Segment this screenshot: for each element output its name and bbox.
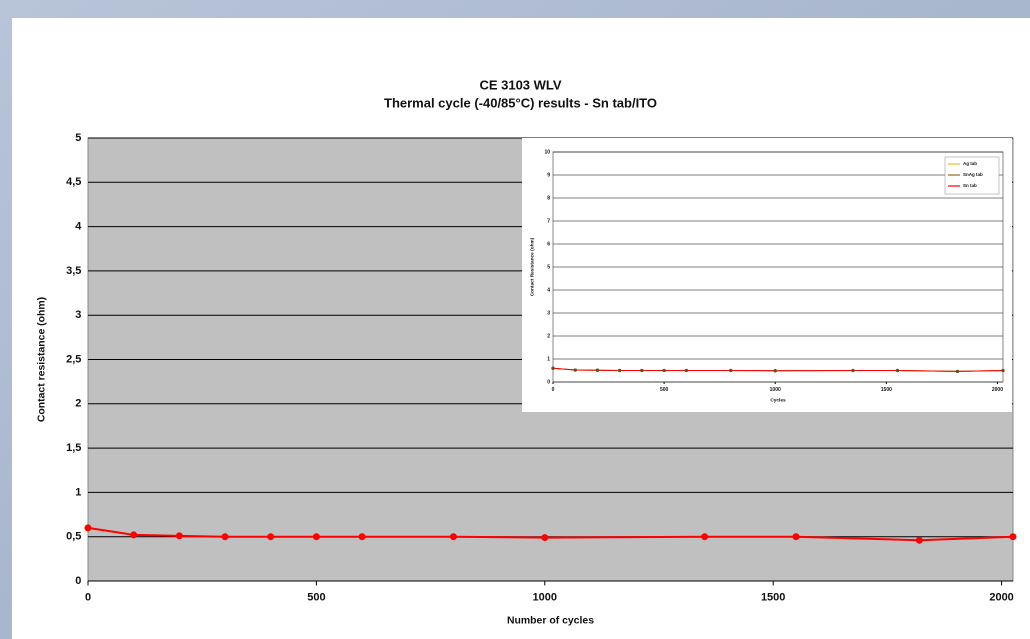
y-tick-label: 5: [75, 132, 81, 144]
data-point: [541, 534, 549, 542]
x-tick-label: 1500: [761, 591, 785, 603]
y-tick-label: 2: [75, 398, 81, 410]
y-tick-label: 2,5: [66, 353, 81, 365]
data-point: [662, 368, 666, 373]
y-tick-label: 1,5: [66, 442, 81, 454]
data-point: [595, 368, 600, 372]
data-point: [221, 533, 229, 541]
y-tick-label: 0: [547, 379, 550, 385]
chart-title: Thermal cycle (-40/85°C) results - Sn ta…: [384, 95, 657, 110]
data-point: [684, 368, 688, 373]
y-axis-label: Contact Resistance (ohm): [529, 237, 535, 296]
y-axis-label: Contact resistance (ohm): [37, 297, 48, 422]
x-tick-label: 1500: [881, 387, 892, 393]
x-tick-label: 500: [660, 387, 669, 393]
data-point: [84, 524, 92, 532]
data-point: [729, 368, 733, 373]
y-tick-label: 7: [547, 218, 550, 224]
x-tick-label: 0: [552, 387, 555, 393]
chart-title: CE 3103 WLV: [479, 77, 561, 92]
x-tick-label: 2000: [989, 591, 1013, 603]
data-point: [312, 533, 320, 541]
y-tick-label: 5: [547, 264, 550, 270]
data-point: [792, 533, 800, 541]
y-tick-label: 1: [75, 486, 81, 498]
data-point: [573, 368, 577, 372]
y-tick-label: 3: [547, 310, 550, 316]
y-tick-label: 10: [544, 149, 550, 155]
data-point: [551, 366, 555, 370]
data-point: [618, 368, 622, 373]
y-tick-label: 3: [75, 309, 81, 321]
data-point: [175, 532, 183, 540]
data-point: [267, 533, 275, 541]
y-tick-label: 0: [75, 575, 81, 587]
data-point: [1001, 368, 1005, 373]
x-tick-label: 1000: [770, 387, 781, 393]
x-tick-label: 500: [307, 591, 325, 603]
y-tick-label: 3,5: [66, 265, 81, 277]
x-axis-label: Number of cycles: [507, 615, 594, 626]
y-tick-label: 1: [547, 356, 550, 362]
data-point: [895, 368, 900, 373]
data-point: [773, 369, 777, 373]
legend-label: Sn tab: [963, 183, 977, 188]
data-point: [955, 369, 960, 374]
y-tick-label: 8: [547, 195, 550, 201]
data-point: [701, 533, 709, 541]
y-tick-label: 4,5: [66, 176, 81, 188]
y-tick-label: 0,5: [66, 531, 81, 543]
data-point: [449, 533, 457, 541]
y-tick-label: 2: [547, 333, 550, 339]
y-tick-label: 6: [547, 241, 550, 247]
x-axis-label: Cycles: [770, 397, 786, 403]
data-point: [130, 531, 138, 539]
x-tick-label: 2000: [992, 387, 1003, 393]
data-point: [1009, 533, 1017, 541]
data-point: [358, 533, 366, 541]
data-point: [851, 368, 855, 373]
y-tick-label: 4: [75, 221, 82, 233]
y-tick-label: 4: [547, 287, 550, 293]
data-point: [915, 536, 923, 544]
charts: 00,511,522,533,544,550 500 1000 1500 2000Num…: [37, 77, 1017, 626]
legend-label: SnAg tab: [963, 172, 983, 177]
y-tick-label: 9: [547, 172, 550, 178]
legend-label: Ag tab: [963, 161, 977, 166]
x-tick-label: 0: [85, 591, 91, 603]
x-tick-label: 1000: [533, 591, 557, 603]
data-point: [640, 368, 644, 373]
